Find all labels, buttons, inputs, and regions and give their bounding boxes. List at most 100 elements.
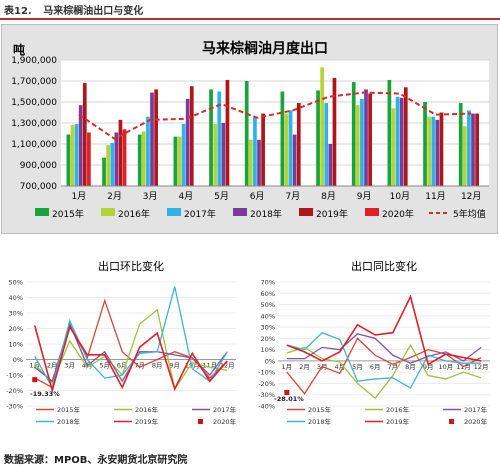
bar [435,119,440,186]
bar [217,91,222,186]
legend-label: 2017年 [184,208,216,220]
x-tick-label: 1月 [71,191,86,202]
x-tick-label: 6月 [117,362,128,370]
legend-swatch [365,208,379,216]
x-tick-label: 6月 [370,363,381,371]
x-tick-label: 1月 [282,363,293,371]
x-tick-label: 7月 [388,363,399,371]
series-line [33,324,228,394]
bar [261,113,265,186]
y-tick-label: 1,300,000 [11,119,57,129]
x-tick-label: 11月 [202,362,217,370]
legend-label: 2015年 [57,405,81,414]
bar [78,105,83,186]
section-title: 马来棕榈油出口与变化 [43,6,144,17]
legend-label: 2017年 [213,405,237,414]
bar [244,81,249,186]
x-tick-label: 9月 [423,363,434,371]
legend-swatch [449,419,454,424]
bar [288,110,293,186]
bar [391,108,396,186]
y-tick-label: 40% [9,294,23,302]
y-tick-label: 10% [261,346,275,354]
bar [189,86,194,186]
bar [114,132,119,186]
bar [213,124,217,186]
legend-label: 2019年 [386,417,410,426]
bar [177,136,182,186]
bar [102,157,106,186]
x-tick-label: 10月 [185,362,200,370]
bar [368,93,372,186]
y-tick-label: 0% [265,357,275,365]
y-tick-label: 30% [261,324,275,332]
bar [122,129,127,186]
bar [185,98,190,186]
x-tick-label: 11月 [425,191,445,202]
y-tick-label: 20% [261,335,275,343]
bar [209,89,213,186]
y-tick-label: -40% [258,403,275,411]
x-tick-label: 8月 [152,362,163,370]
y-tick-label: -10% [6,372,23,380]
x-tick-label: 1月 [29,362,40,370]
bar [106,145,110,186]
data-label: -19.33% [30,390,60,398]
legend-label: 2018年 [250,208,282,220]
y-tick-label: 700,000 [20,182,57,192]
section-header: 表12. 马来棕榈油出口与变化 [4,2,143,17]
bar [257,139,261,186]
series-line [286,294,482,366]
table-number: 表12. [4,6,32,17]
legend-label: 2020年 [213,417,237,426]
x-tick-label: 2月 [107,191,122,202]
y-tick-label: -20% [6,387,23,395]
x-tick-label: 5月 [99,362,110,370]
bar [221,123,226,186]
x-tick-label: 9月 [357,191,372,202]
legend-label: 2015年 [308,405,332,414]
bar [462,126,467,186]
chart-title: 马来棕榈油月度出口 [202,40,328,57]
average-line [78,91,472,140]
bar [471,113,475,186]
legend-label: 5年均值 [453,208,486,220]
series-line [286,343,482,400]
y-tick-label: 50% [9,279,23,287]
x-tick-label: 3月 [64,362,75,370]
bar [181,124,186,186]
x-tick-label: 8月 [405,363,416,371]
bar [399,97,404,186]
series-line [286,331,482,389]
bar [467,110,471,186]
x-tick-label: 3月 [143,191,158,202]
bar [439,112,444,186]
legend-label: 2019年 [135,417,159,426]
header-divider [0,18,500,20]
y-tick-label: 10% [9,341,23,349]
bar [328,144,333,186]
legend-label: 2018年 [57,417,81,426]
bar [82,83,87,186]
legend-label: 2015年 [52,208,84,220]
x-tick-label: 12月 [220,362,235,370]
y-tick-label: 70% [261,279,275,287]
x-tick-label: 12月 [474,363,489,371]
y-tick-label: 0% [13,356,23,364]
y-tick-label: 1,100,000 [11,140,57,150]
data-label: -28.01% [274,395,304,403]
x-tick-label: 7月 [285,191,300,202]
bar [141,131,146,186]
bar [324,103,329,186]
series-line [34,308,228,391]
y-tick-label: 1,500,000 [11,98,57,108]
x-tick-label: 7月 [134,362,145,370]
series-point [32,377,38,383]
x-tick-label: 8月 [321,191,336,202]
bar [87,132,91,186]
x-tick-label: 10月 [438,363,453,371]
y-tick-label: 900,000 [20,161,57,171]
bar [427,116,431,186]
y-tick-label: -30% [6,403,23,411]
bar [332,77,337,186]
